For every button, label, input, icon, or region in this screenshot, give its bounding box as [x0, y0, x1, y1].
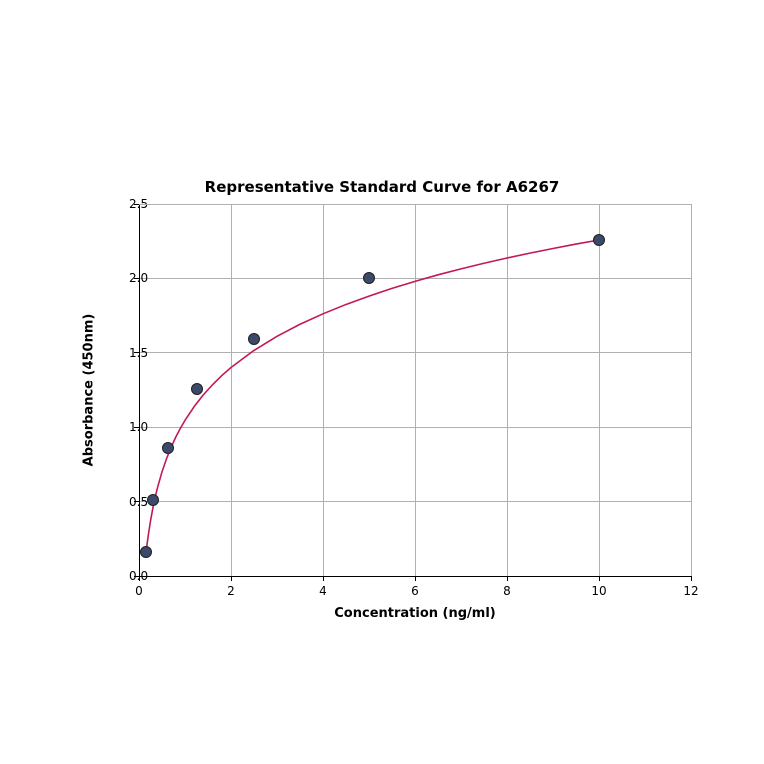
x-tick [599, 576, 600, 581]
x-tick-label: 10 [591, 584, 606, 598]
x-tick [507, 576, 508, 581]
data-point [162, 442, 174, 454]
data-point [140, 546, 152, 558]
data-point [593, 234, 605, 246]
data-point [147, 494, 159, 506]
chart-canvas: Representative Standard Curve for A6267 … [0, 0, 764, 764]
x-tick [231, 576, 232, 581]
x-tick-label: 4 [319, 584, 327, 598]
chart-title: Representative Standard Curve for A6267 [0, 178, 764, 196]
x-tick-label: 0 [135, 584, 143, 598]
data-point [191, 383, 203, 395]
x-tick-label: 12 [683, 584, 698, 598]
x-axis-title: Concentration (ng/ml) [334, 606, 495, 621]
x-tick-label: 6 [411, 584, 419, 598]
data-point [248, 333, 260, 345]
x-tick-label: 2 [227, 584, 235, 598]
plot-area: 0246810120.00.51.01.52.02.5 [139, 204, 691, 576]
x-tick-label: 8 [503, 584, 511, 598]
x-tick [691, 576, 692, 581]
x-tick [415, 576, 416, 581]
data-point [363, 272, 375, 284]
fitted-curve [139, 204, 691, 576]
x-tick [323, 576, 324, 581]
y-axis-title: Absorbance (450nm) [82, 314, 97, 467]
